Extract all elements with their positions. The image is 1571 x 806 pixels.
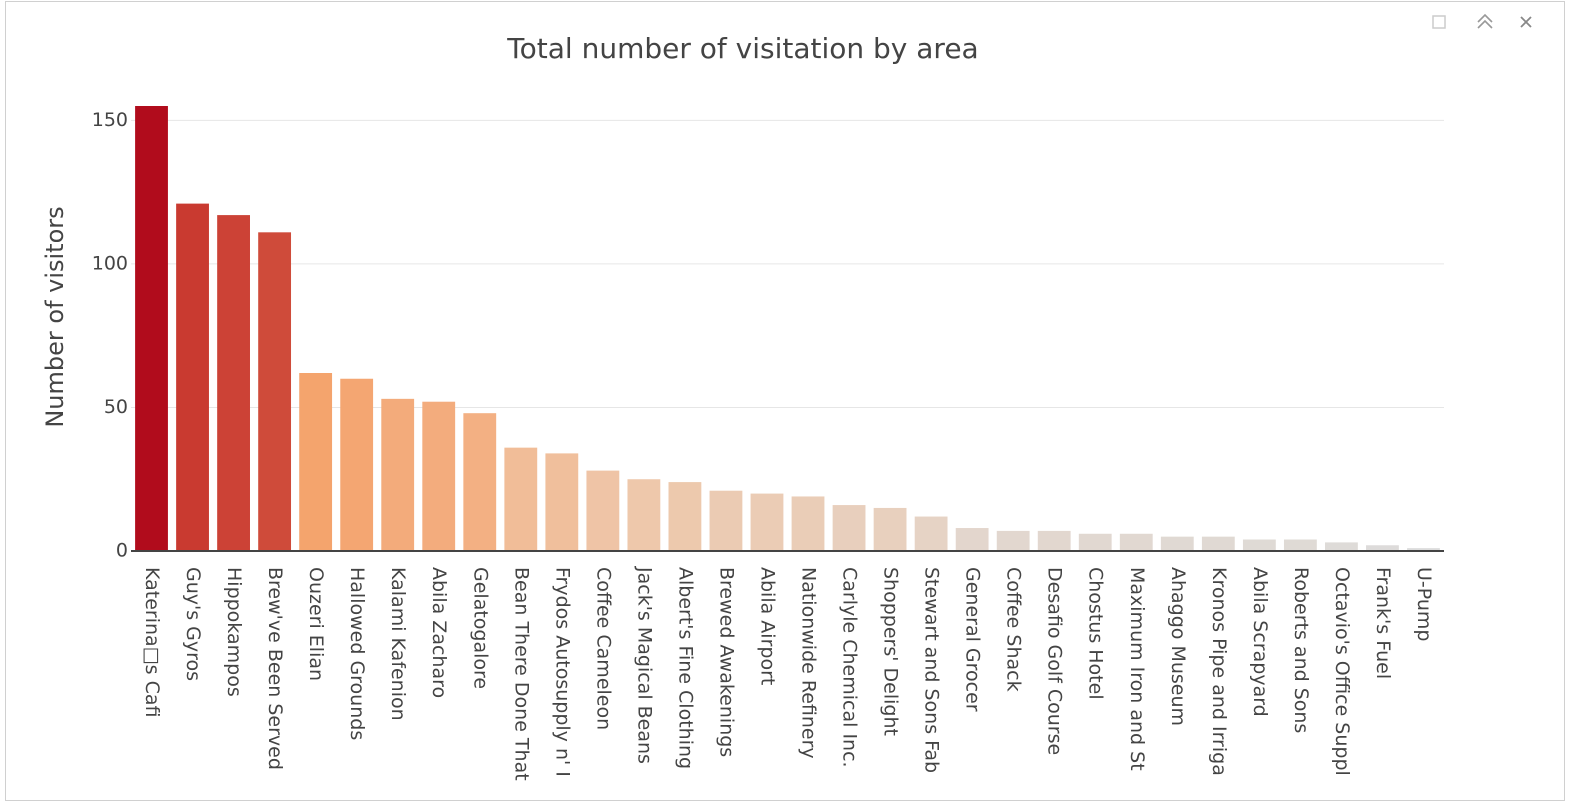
bar (1366, 545, 1399, 551)
bar (463, 413, 497, 551)
bar (914, 516, 948, 551)
x-tick-label: Chostus Hotel (1085, 567, 1107, 700)
bar (299, 373, 333, 551)
bar (504, 447, 538, 551)
bar (381, 398, 415, 551)
x-tick-label: Albert's Fine Clothing (674, 567, 696, 769)
x-tick-label: U-Pump (1413, 567, 1435, 642)
bar (627, 479, 661, 551)
x-tick-label: Maximum Iron and St (1126, 567, 1148, 771)
x-tick-label: Katerina□s Cafi (141, 567, 163, 717)
x-tick-label: Coffee Shack (1003, 567, 1025, 692)
collapse-icon[interactable] (1477, 13, 1493, 29)
x-tick-label: Coffee Cameleon (592, 567, 614, 730)
x-tick-label: Jack's Magical Beans (633, 566, 655, 764)
x-tick-label: Roberts and Sons (1290, 567, 1312, 733)
x-tick-label: Hallowed Grounds (346, 567, 368, 740)
expand-icon[interactable] (1432, 15, 1446, 29)
x-tick-label: Abila Zacharo (428, 567, 450, 698)
bar (996, 530, 1030, 551)
x-tick-label: Abila Airport (756, 567, 778, 685)
x-tick-label: Desafio Golf Course (1044, 567, 1066, 755)
bar (176, 203, 209, 551)
x-tick-label: Abila Scrapyard (1249, 567, 1271, 717)
x-tick-label: Ahaggo Museum (1167, 567, 1189, 726)
bar (1325, 542, 1358, 551)
x-tick-label: Kalami Kafenion (387, 567, 409, 721)
x-tick-label: Bean There Done That (510, 567, 532, 781)
x-tick-label: Hippokampos (223, 567, 245, 697)
bar (750, 493, 784, 551)
y-tick-label: 100 (92, 252, 128, 274)
bar (545, 453, 579, 551)
x-tick-label: Brewed Awakenings (715, 567, 737, 757)
x-tick-label: Nationwide Refinery (798, 567, 820, 759)
close-icon[interactable] (1520, 16, 1532, 28)
x-tick-label: Kronos Pipe and Irriga (1208, 567, 1230, 776)
bar (1160, 536, 1194, 551)
bar (668, 482, 702, 551)
y-tick-label: 0 (116, 540, 128, 562)
x-tick-label: Guy's Gyros (182, 567, 204, 681)
bar (422, 401, 456, 551)
bar (1201, 536, 1235, 551)
y-axis-title: Number of visitors (41, 206, 69, 427)
bar (873, 507, 907, 551)
chart-title: Total number of visitation by area (506, 32, 978, 65)
bar (135, 106, 168, 551)
chart: Total number of visitation by area Numbe… (41, 13, 1532, 781)
bar (791, 496, 825, 551)
x-tick-label: Frydos Autosupply n' I (551, 567, 573, 777)
y-tick-label: 150 (92, 109, 128, 131)
bar (258, 232, 292, 552)
bar (955, 528, 989, 551)
x-tick-label: Frank's Fuel (1372, 567, 1394, 679)
x-tick-label: Brew've Been Served (264, 567, 286, 770)
x-tick-label: Carlyle Chemical Inc. (839, 567, 861, 768)
bar (1078, 533, 1112, 551)
bar (709, 490, 743, 551)
x-tick-label: Octavio's Office Suppl (1331, 567, 1353, 776)
x-tick-label: Shoppers' Delight (880, 567, 902, 736)
bar (586, 470, 620, 551)
x-tick-label: Gelatogalore (469, 567, 491, 689)
toolbar (1432, 13, 1532, 29)
bar (832, 505, 866, 551)
x-tick-label: Stewart and Sons Fab (921, 567, 943, 773)
bar (1119, 533, 1153, 551)
bar (217, 215, 250, 551)
x-tick-label: General Grocer (962, 567, 984, 712)
chart-panel: Total number of visitation by area Numbe… (5, 1, 1565, 801)
bar (340, 378, 374, 551)
bar (1037, 530, 1071, 551)
x-tick-label: Ouzeri Elian (305, 567, 327, 681)
y-tick-label: 50 (104, 396, 128, 418)
bar (1283, 539, 1317, 551)
bar (1407, 548, 1440, 551)
bar (1242, 539, 1276, 551)
